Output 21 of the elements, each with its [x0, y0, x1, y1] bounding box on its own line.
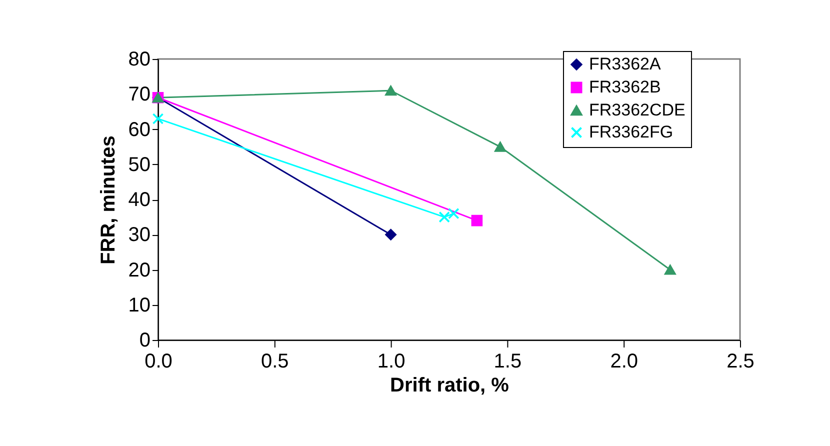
y-tick-label: 0 — [139, 330, 150, 352]
legend-label: FR3362B — [589, 78, 661, 96]
x-tick-label: 0.0 — [144, 350, 172, 372]
y-tick-label: 10 — [128, 294, 150, 316]
x-tick-label: 2.5 — [726, 350, 754, 372]
y-tick-label: 20 — [128, 259, 150, 282]
y-axis-title: FRR, minutes — [97, 136, 120, 264]
x-axis-title: Drift ratio, % — [390, 374, 510, 396]
y-tick-label: 70 — [128, 84, 150, 106]
x-tick-label: 1.5 — [494, 350, 522, 372]
y-tick-label: 80 — [128, 48, 150, 70]
y-tick-label: 50 — [128, 154, 150, 176]
legend-label: FR3362FG — [589, 122, 674, 142]
y-tick-label: 30 — [128, 224, 150, 246]
y-tick-label: 60 — [128, 118, 150, 141]
x-tick-label: 0.5 — [260, 350, 289, 372]
x-tick-label: 1.0 — [377, 350, 406, 372]
x-tick-label: 2.0 — [610, 350, 638, 372]
legend-label: FR3362A — [589, 54, 662, 74]
legend-label: FR3362CDE — [589, 100, 686, 120]
y-tick-label: 40 — [128, 189, 150, 211]
